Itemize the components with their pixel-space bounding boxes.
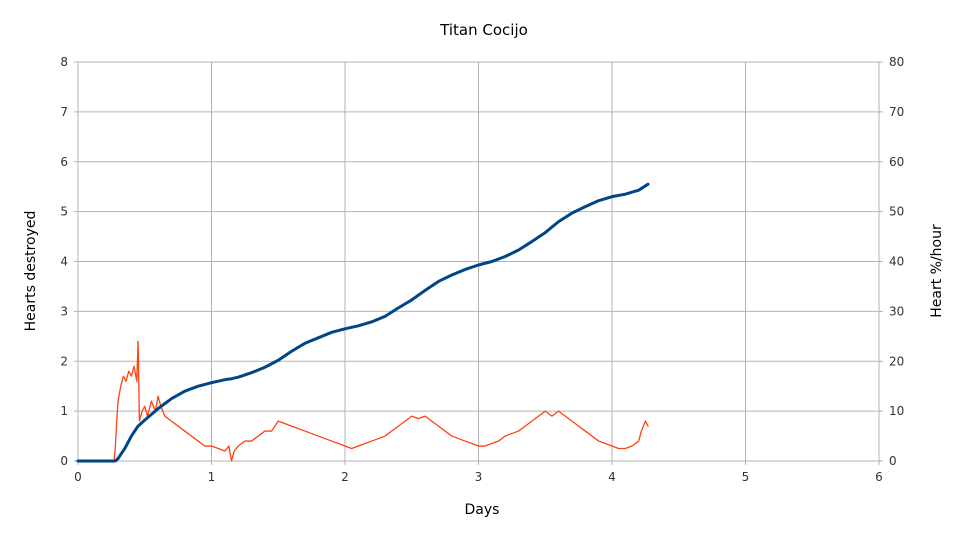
y2-axis-label: Heart %/hour	[929, 224, 945, 318]
y-tick-label: 5	[60, 205, 68, 219]
y-axis-label: Hearts destroyed	[23, 211, 39, 332]
y-tick-label: 7	[60, 105, 68, 119]
y-tick-label: 8	[60, 55, 68, 69]
y2-tick-label: 0	[889, 454, 897, 468]
y-tick-label: 4	[60, 255, 68, 269]
y-tick-label: 6	[60, 155, 68, 169]
gridlines	[74, 61, 883, 465]
x-tick-label: 5	[742, 470, 750, 484]
y2-tick-label: 80	[889, 55, 904, 69]
y2-tick-label: 60	[889, 155, 904, 169]
y-tick-label: 1	[60, 404, 68, 418]
x-tick-label: 3	[475, 470, 483, 484]
hearts-destroyed-series-line	[76, 182, 650, 463]
y2-tick-label: 70	[889, 105, 904, 119]
heart-rate-series-line	[77, 340, 649, 462]
y-tick-label: 3	[60, 304, 68, 318]
x-tick-label: 0	[74, 470, 82, 484]
x-tick-label: 2	[341, 470, 349, 484]
y2-tick-label: 10	[889, 404, 904, 418]
chart-title: Titan Cocijo	[439, 21, 528, 39]
x-axis-label: Days	[465, 502, 500, 518]
x-tick-label: 1	[208, 470, 216, 484]
x-tick-label: 6	[875, 470, 883, 484]
y2-tick-label: 50	[889, 205, 904, 219]
x-tick-label: 4	[608, 470, 616, 484]
y2-tick-label: 20	[889, 354, 904, 368]
series-layer	[76, 182, 650, 463]
y-tick-label: 2	[60, 354, 68, 368]
y-tick-label: 0	[60, 454, 68, 468]
y2-tick-label: 30	[889, 304, 904, 318]
plot-area	[77, 61, 880, 462]
y2-tick-label: 40	[889, 255, 904, 269]
